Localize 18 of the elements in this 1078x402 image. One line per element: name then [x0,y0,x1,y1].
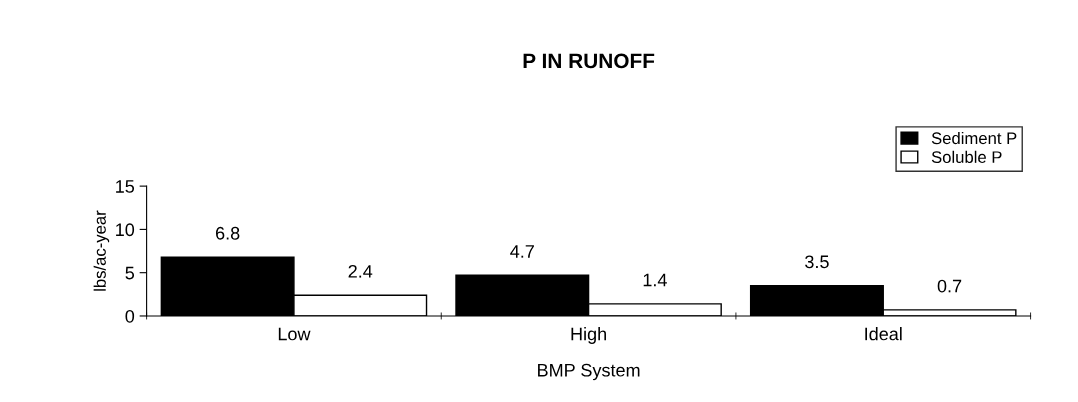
legend-label: Sediment P [931,131,1017,145]
data-label: 0.7 [937,279,962,293]
data-label: 4.7 [510,245,534,258]
chart-title: P IN RUNOFF [523,53,655,69]
data-label: 3.5 [805,255,829,269]
y-tick-label: 0 [125,309,135,323]
y-tick-label: 5 [125,266,135,280]
data-label: 2.4 [348,264,373,278]
x-tick-label: Ideal [865,327,902,341]
y-tick-label: 10 [116,223,135,237]
legend-label: Soluble P [931,150,1002,164]
x-tick-label: High [571,327,606,344]
x-tick-label: Low [278,327,311,341]
y-axis-title: lbs/ac-year [93,210,110,291]
y-tick-label: 15 [116,180,135,193]
data-label: 6.8 [216,226,240,240]
x-axis-title: BMP System [538,363,640,381]
data-label: 1.4 [643,273,667,287]
